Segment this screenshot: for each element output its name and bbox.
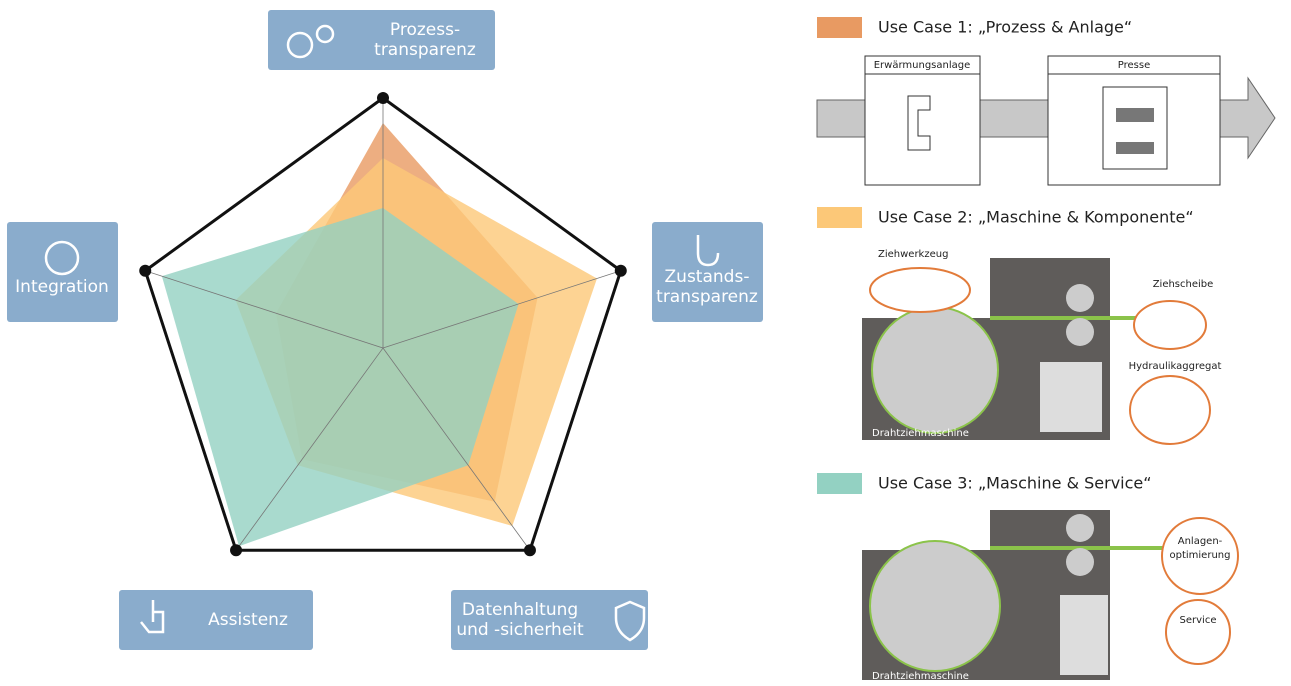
panel-label: Anlagen- xyxy=(1178,536,1223,547)
legend-swatch xyxy=(817,17,862,38)
axis-label-box xyxy=(7,222,118,322)
icon xyxy=(315,24,335,44)
axis-label-box xyxy=(119,590,313,650)
outer-frame xyxy=(143,96,623,552)
spoke xyxy=(382,270,621,349)
axis-label: transparenz xyxy=(374,40,476,60)
panel-label: Hydraulikaggregat xyxy=(1129,361,1222,372)
panel-label: Ziehwerkzeug xyxy=(878,249,948,260)
furnace-icon xyxy=(907,95,931,151)
axis-label: Zustands- xyxy=(665,267,750,287)
spoke xyxy=(382,347,531,551)
axis-label-box xyxy=(451,590,648,650)
vertex-dot xyxy=(139,264,152,277)
icon xyxy=(696,235,720,267)
right-panels: Erwärmungsanlage Presse Ziehwerkzeug Zie… xyxy=(816,55,1276,682)
vertex-dot xyxy=(377,92,389,104)
icon xyxy=(140,600,165,634)
axis-label-box xyxy=(652,222,763,322)
axis-label: Integration xyxy=(15,277,109,297)
axis-label: Datenhaltung xyxy=(462,600,578,620)
panel-label: Erwärmungsanlage xyxy=(874,60,971,71)
legend-swatch xyxy=(817,207,862,228)
panel-label: Ziehscheibe xyxy=(1153,279,1214,290)
vertex-dot xyxy=(614,264,627,277)
vertex-dot xyxy=(230,544,243,557)
radar-area xyxy=(161,208,519,547)
panel-label: Presse xyxy=(1118,60,1150,71)
panel-label: Drahtziehmaschine xyxy=(872,671,969,682)
box xyxy=(864,55,981,186)
legend-label: Use Case 3: „Maschine & Service“ xyxy=(878,474,1152,493)
panel-label: optimierung xyxy=(1170,550,1231,561)
axis-label: transparenz xyxy=(656,287,758,307)
icon xyxy=(614,600,646,642)
axis-label: und -sicherheit xyxy=(456,620,584,640)
panel-label: Service xyxy=(1180,615,1217,626)
vertex-dot xyxy=(523,544,536,557)
panel-label: Drahtziehmaschine xyxy=(872,428,969,439)
axis-label: Prozess- xyxy=(390,20,460,40)
legend-swatch xyxy=(817,473,862,494)
legend-label: Use Case 2: „Maschine & Komponente“ xyxy=(878,208,1194,227)
axis-label: Assistenz xyxy=(208,610,288,630)
icon xyxy=(44,240,80,276)
spoke xyxy=(235,347,384,551)
icon xyxy=(286,31,314,59)
spoke xyxy=(145,270,384,349)
legend-label: Use Case 1: „Prozess & Anlage“ xyxy=(878,18,1132,37)
